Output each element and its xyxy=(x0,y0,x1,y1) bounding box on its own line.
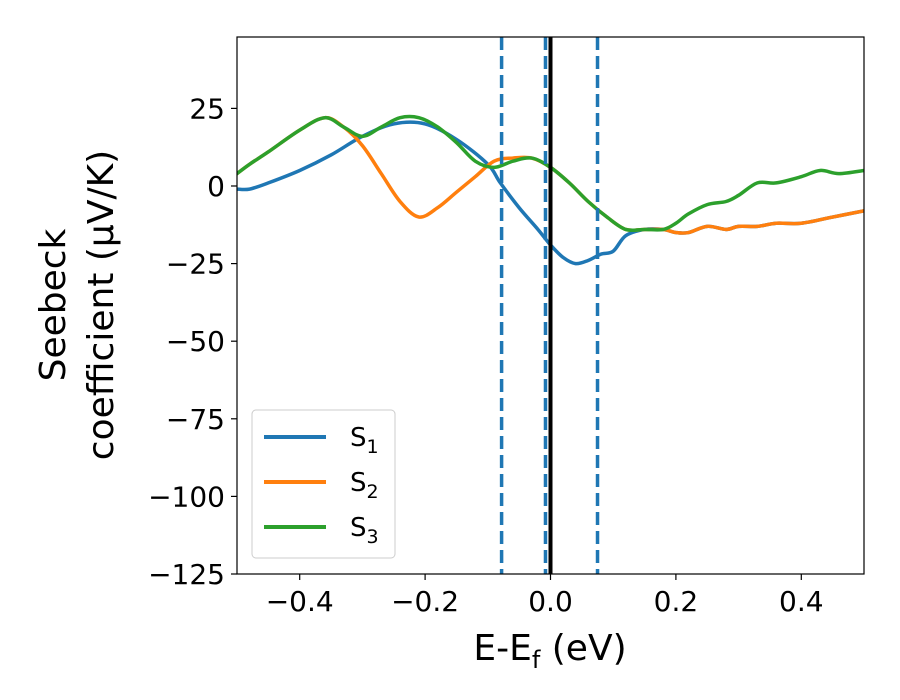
x-tick-label: −0.4 xyxy=(266,585,334,618)
x-tick-label: 0.2 xyxy=(654,585,699,618)
y-axis-label-line1: Seebeck xyxy=(33,228,74,381)
x-tick-label: 0.0 xyxy=(528,585,573,618)
y-tick-label: −100 xyxy=(148,480,225,513)
legend: S1 S2 S3 xyxy=(251,409,396,559)
y-tick-label: −75 xyxy=(166,403,225,436)
series-line-s3 xyxy=(237,114,864,233)
plot-area xyxy=(237,37,864,574)
y-tick-label: −50 xyxy=(166,325,225,358)
x-axis-label: E-Ef (eV) xyxy=(473,628,626,674)
legend-label-s3: S3 xyxy=(350,513,379,548)
x-tick-label: 0.4 xyxy=(779,585,824,618)
legend-label-s1: S1 xyxy=(350,423,379,458)
y-tick-label: −125 xyxy=(148,558,225,591)
y-tick-label: −25 xyxy=(166,248,225,281)
y-tick-label: 25 xyxy=(189,92,225,125)
y-tick-label: 0 xyxy=(207,170,225,203)
axis-ticks: −0.4 −0.2 0.0 0.2 0.4 25 0 −25 −50 −75 −100 −125 xyxy=(148,92,823,618)
legend-label-s2: S2 xyxy=(350,468,379,503)
y-axis-label-line2: coefficient (μV/K) xyxy=(81,150,122,460)
x-tick-label: −0.2 xyxy=(391,585,459,618)
